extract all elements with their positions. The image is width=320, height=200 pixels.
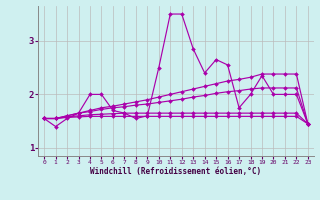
X-axis label: Windchill (Refroidissement éolien,°C): Windchill (Refroidissement éolien,°C) [91, 167, 261, 176]
